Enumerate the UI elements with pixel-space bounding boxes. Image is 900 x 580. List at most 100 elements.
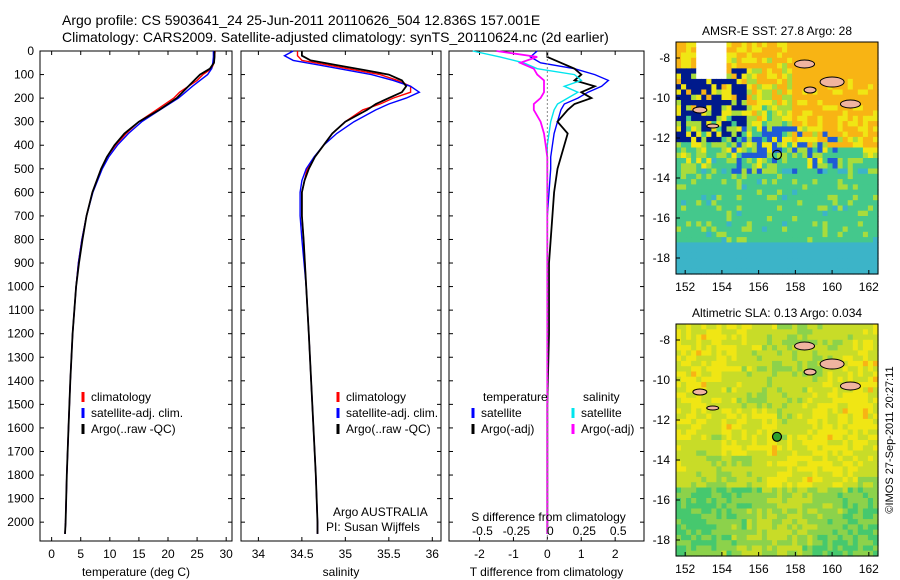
map-cell bbox=[873, 142, 879, 149]
map-cell bbox=[751, 268, 758, 275]
map-cell bbox=[873, 263, 879, 270]
map-cell bbox=[741, 258, 748, 265]
map-cell bbox=[812, 476, 818, 483]
map-cell bbox=[867, 258, 874, 265]
map-cell bbox=[862, 52, 869, 59]
map-cell bbox=[696, 147, 702, 154]
map-cell bbox=[711, 471, 717, 478]
map-cell bbox=[761, 52, 768, 59]
map-cell bbox=[772, 440, 778, 446]
map-cell bbox=[706, 110, 712, 117]
map-cell bbox=[721, 136, 728, 143]
map-cell bbox=[857, 73, 864, 80]
map-cell bbox=[847, 126, 854, 133]
map-cell bbox=[686, 231, 692, 238]
map-cell bbox=[802, 434, 808, 441]
map-cell bbox=[691, 360, 697, 367]
map-cell bbox=[787, 524, 793, 531]
map-cell bbox=[782, 100, 788, 106]
map-cell bbox=[787, 534, 793, 541]
map-cell bbox=[721, 115, 728, 122]
coastline-island bbox=[803, 368, 817, 376]
map-cell bbox=[782, 545, 788, 552]
map-cell bbox=[777, 529, 783, 536]
map-cell bbox=[847, 492, 854, 499]
map-cell bbox=[756, 455, 763, 462]
map-cell bbox=[741, 110, 748, 117]
map-cell bbox=[686, 350, 692, 357]
map-cell bbox=[731, 216, 738, 222]
map-cell bbox=[716, 200, 722, 207]
map-cell bbox=[777, 42, 783, 48]
map-cell bbox=[873, 226, 879, 233]
map-cell bbox=[867, 105, 874, 112]
map-cell bbox=[756, 403, 763, 409]
map-cell bbox=[686, 52, 692, 59]
map-cell bbox=[777, 550, 783, 557]
map-cell bbox=[817, 508, 823, 515]
map-cell bbox=[777, 371, 783, 378]
map-cell bbox=[761, 63, 768, 69]
map-cell bbox=[691, 231, 697, 238]
map-cell bbox=[691, 382, 697, 388]
map-cell bbox=[751, 434, 758, 441]
map-cell bbox=[691, 434, 697, 441]
map-cell bbox=[832, 258, 839, 265]
map-cell bbox=[686, 189, 692, 196]
map-cell bbox=[847, 339, 854, 346]
map-cell bbox=[756, 498, 763, 504]
map-cell bbox=[766, 94, 773, 101]
map-cell bbox=[812, 339, 818, 346]
map-cell bbox=[736, 350, 743, 357]
map-cell bbox=[842, 231, 849, 238]
map-cell bbox=[862, 503, 869, 510]
map-cell bbox=[777, 68, 783, 75]
map-cell bbox=[862, 263, 869, 270]
map-cell bbox=[842, 47, 849, 54]
series-line-argo-raw-qc- bbox=[64, 51, 216, 534]
map-cell bbox=[691, 263, 697, 270]
map-cell bbox=[736, 434, 743, 441]
map-cell bbox=[787, 461, 793, 467]
map-cell bbox=[812, 355, 818, 362]
map-cell bbox=[822, 387, 829, 394]
map-cell bbox=[751, 397, 758, 404]
map-cell bbox=[736, 408, 743, 415]
map-cell bbox=[746, 184, 753, 191]
map-cell bbox=[873, 131, 879, 138]
map-cell bbox=[812, 63, 818, 69]
map-cell bbox=[847, 324, 854, 330]
map-cell bbox=[772, 136, 778, 143]
map-cell bbox=[817, 513, 823, 520]
map-cell bbox=[787, 200, 793, 207]
map-cell bbox=[857, 205, 864, 212]
map-cell bbox=[867, 47, 874, 54]
map-cell bbox=[726, 387, 733, 394]
map-cell bbox=[782, 147, 788, 154]
map-cell bbox=[696, 440, 702, 446]
map-cell bbox=[807, 529, 813, 536]
map-cell bbox=[852, 487, 859, 494]
map-cell bbox=[751, 376, 758, 383]
map-cell bbox=[772, 476, 778, 483]
map-cell bbox=[832, 268, 839, 275]
map-cell bbox=[842, 216, 849, 222]
map-cell bbox=[766, 268, 773, 275]
map-cell bbox=[711, 263, 717, 270]
map-cell bbox=[731, 471, 738, 478]
map-cell bbox=[837, 52, 844, 59]
map-cell bbox=[691, 403, 697, 409]
map-cell bbox=[736, 355, 743, 362]
map-cell bbox=[746, 242, 753, 249]
map-cell bbox=[827, 173, 834, 180]
map-cell bbox=[807, 403, 813, 409]
map-cell bbox=[756, 371, 763, 378]
map-cell bbox=[807, 329, 813, 336]
map-cell bbox=[696, 450, 702, 457]
map-cell bbox=[862, 413, 869, 420]
map-cell bbox=[772, 513, 778, 520]
map-cell bbox=[787, 94, 793, 101]
map-cell bbox=[701, 121, 707, 127]
map-cell bbox=[842, 84, 849, 91]
map-cell bbox=[832, 471, 839, 478]
